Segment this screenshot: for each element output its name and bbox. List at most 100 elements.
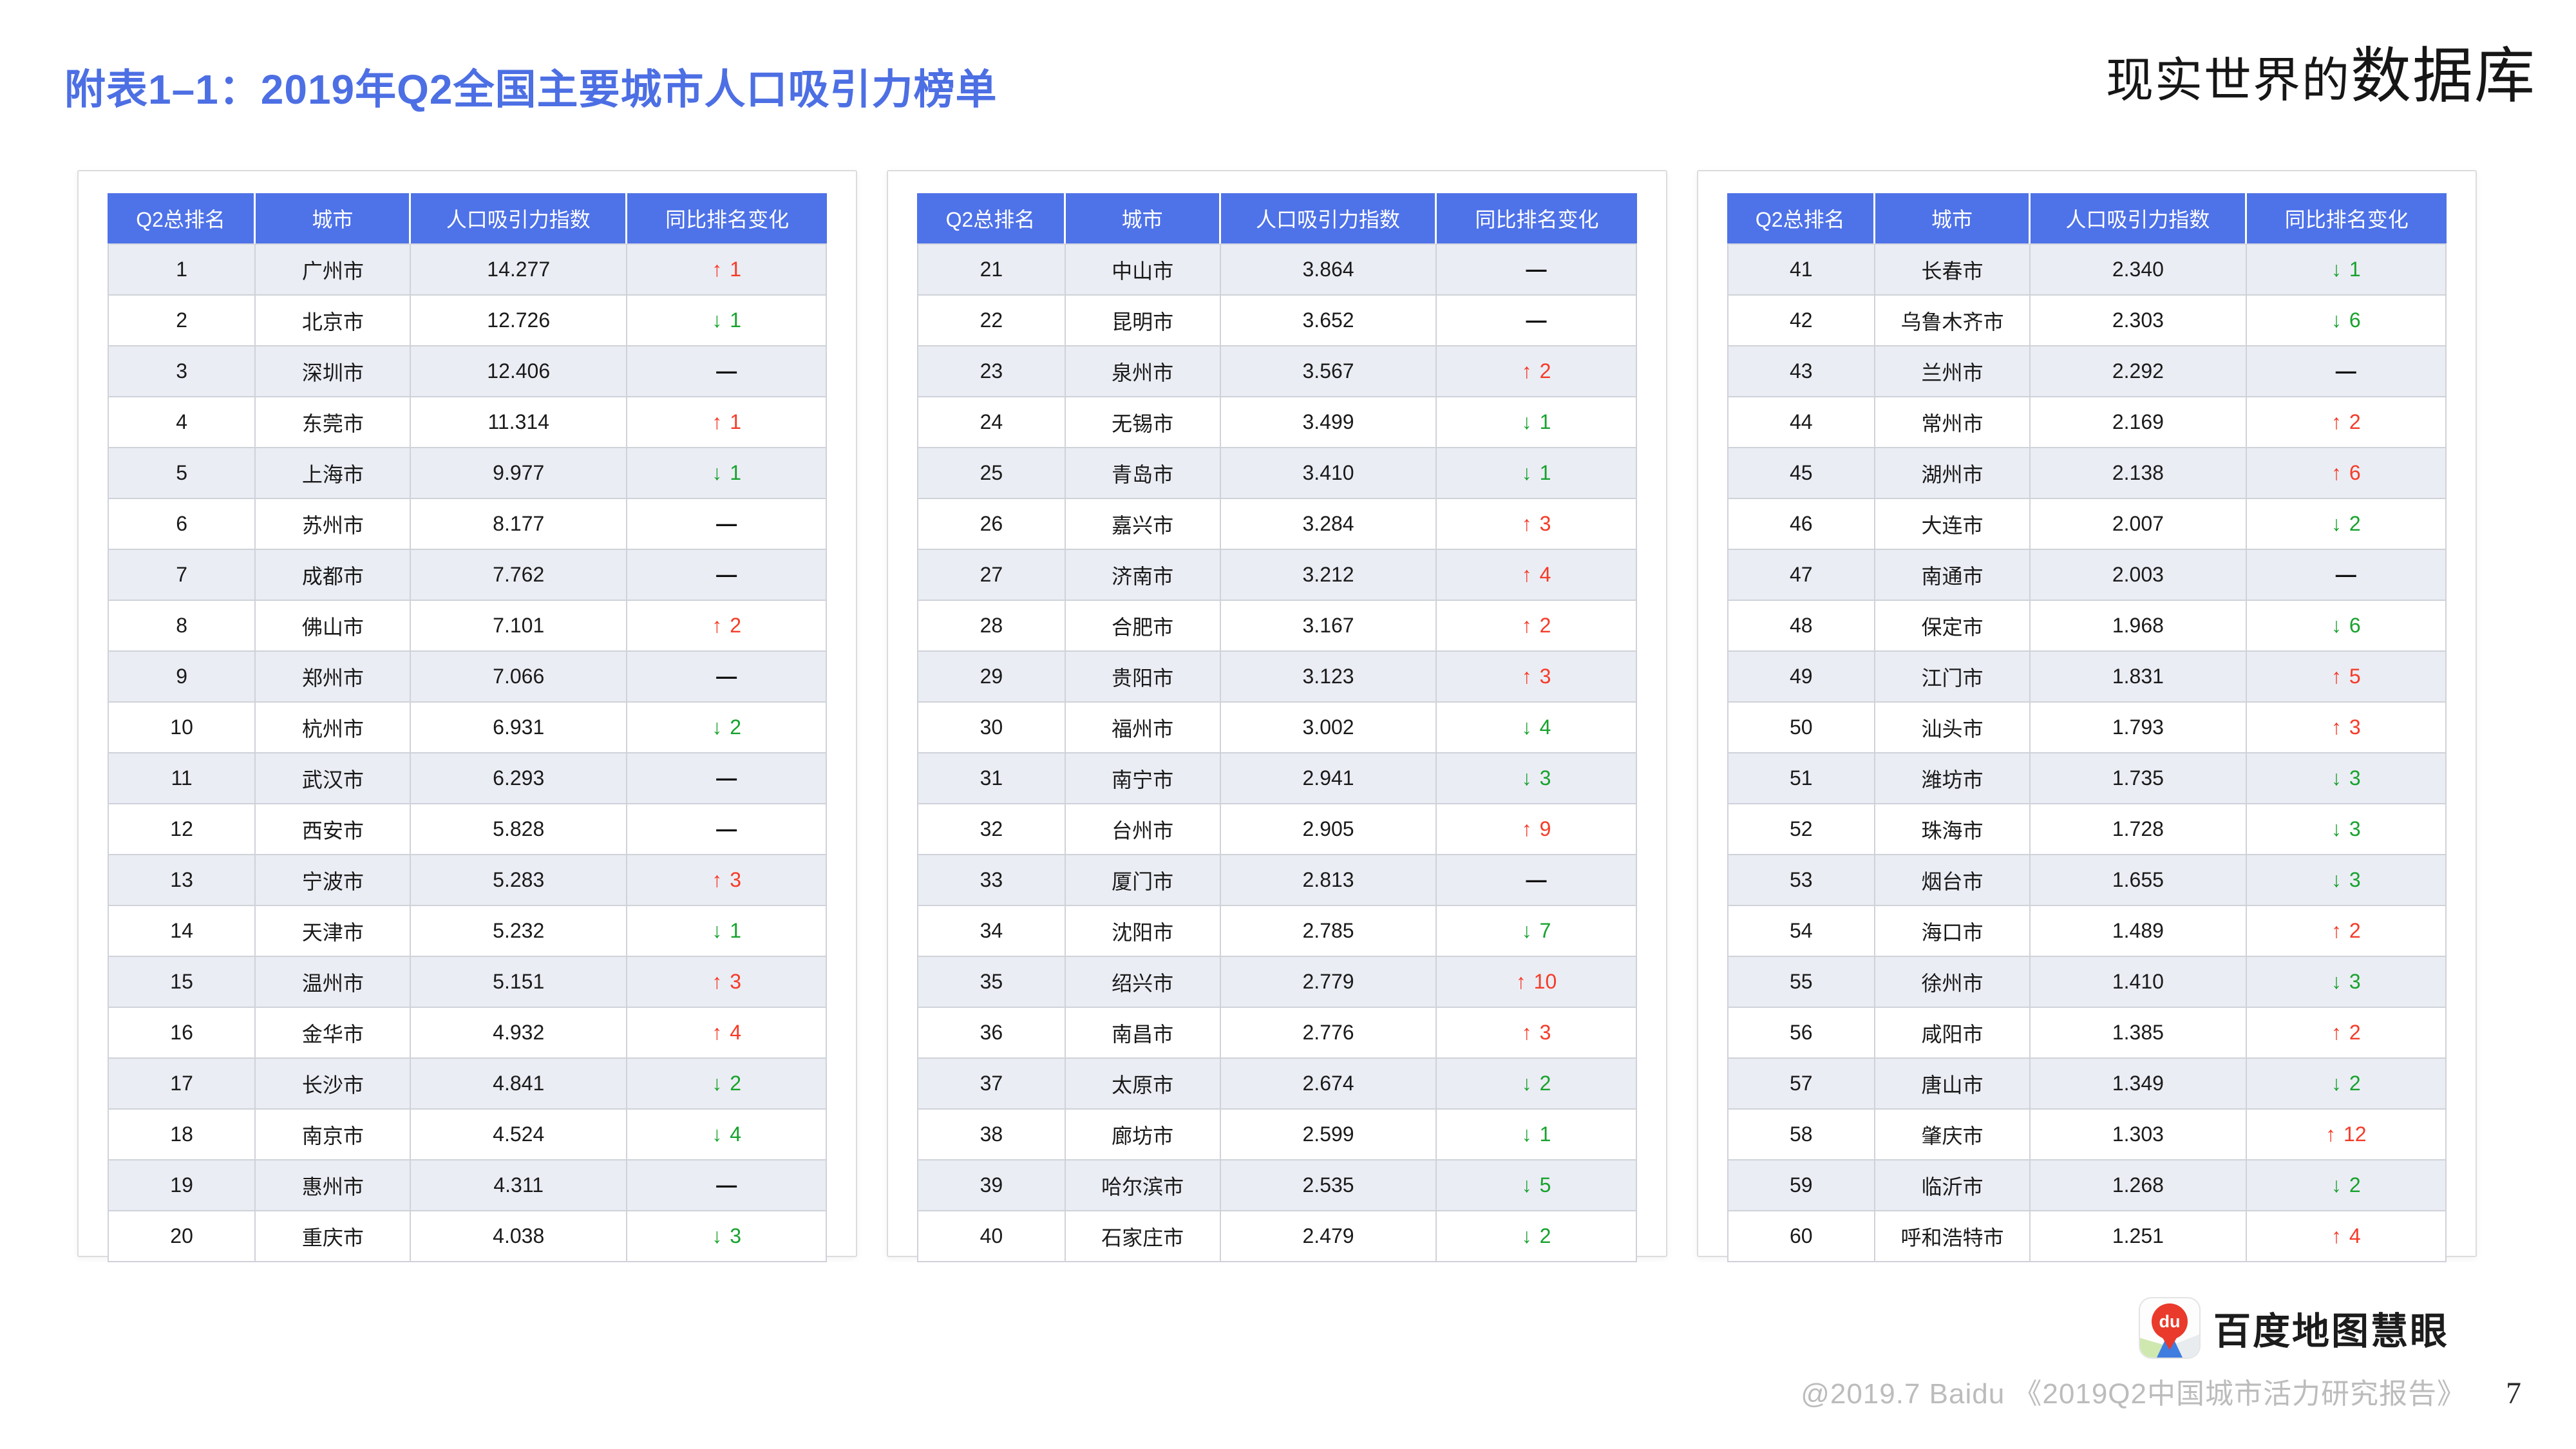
change-value: 2 xyxy=(1539,1072,1551,1095)
change-cell: ↑ 2 xyxy=(2246,906,2447,957)
table-row: 35 绍兴市 2.779 ↑ 10 xyxy=(917,957,1637,1008)
table-row: 36 南昌市 2.776 ↑ 3 xyxy=(917,1008,1637,1059)
change-cell: — xyxy=(627,804,828,855)
watermark-text-large: 数据库 xyxy=(2350,42,2536,109)
rank-cell: 46 xyxy=(1727,499,1875,550)
change-value: 4 xyxy=(1539,715,1551,739)
city-cell: 杭州市 xyxy=(256,703,412,753)
down-arrow-icon: ↓ xyxy=(1521,919,1532,942)
city-cell: 徐州市 xyxy=(1875,957,2031,1008)
rank-cell: 19 xyxy=(108,1160,256,1211)
city-cell: 乌鲁木齐市 xyxy=(1875,296,2031,346)
up-arrow-icon: ↑ xyxy=(1515,970,1526,993)
change-cell: — xyxy=(2246,346,2447,397)
rank-cell: 59 xyxy=(1727,1160,1875,1211)
rank-cell: 2 xyxy=(108,296,256,346)
index-cell: 2.779 xyxy=(1220,957,1437,1008)
change-value: 4 xyxy=(730,1021,742,1044)
city-cell: 温州市 xyxy=(256,957,412,1008)
table-row: 53 烟台市 1.655 ↓ 3 xyxy=(1727,855,2447,906)
index-cell: 5.828 xyxy=(411,804,627,855)
rank-cell: 54 xyxy=(1727,906,1875,957)
change-cell: — xyxy=(1437,243,1637,296)
rank-cell: 3 xyxy=(108,346,256,397)
change-cell: ↓ 6 xyxy=(2246,296,2447,346)
up-arrow-icon: ↑ xyxy=(712,258,723,281)
table-row: 17 长沙市 4.841 ↓ 2 xyxy=(108,1059,828,1110)
header-row: Q2总排名 城市 人口吸引力指数 同比排名变化 xyxy=(1727,193,2447,243)
rank-cell: 50 xyxy=(1727,703,1875,753)
rank-cell: 28 xyxy=(917,601,1066,652)
pin-label: du xyxy=(2159,1311,2181,1331)
down-arrow-icon: ↓ xyxy=(1521,410,1532,433)
table-row: 2 北京市 12.726 ↓ 1 xyxy=(108,296,828,346)
rank-cell: 48 xyxy=(1727,601,1875,652)
city-cell: 深圳市 xyxy=(256,346,412,397)
index-cell: 1.251 xyxy=(2031,1211,2247,1262)
rank-cell: 32 xyxy=(917,804,1066,855)
change-value: 12 xyxy=(2344,1122,2367,1146)
index-cell: 1.735 xyxy=(2031,753,2247,804)
index-cell: 1.655 xyxy=(2031,855,2247,906)
rank-cell: 23 xyxy=(917,346,1066,397)
rank-cell: 26 xyxy=(917,499,1066,550)
up-arrow-icon: ↑ xyxy=(2331,919,2342,942)
change-cell: ↓ 2 xyxy=(1437,1211,1637,1262)
index-cell: 2.813 xyxy=(1220,855,1437,906)
city-cell: 长春市 xyxy=(1875,243,2031,296)
table-row: 41 长春市 2.340 ↓ 1 xyxy=(1727,243,2447,296)
no-change-dash: — xyxy=(2335,563,2356,586)
city-cell: 无锡市 xyxy=(1065,397,1221,448)
down-arrow-icon: ↓ xyxy=(2331,1072,2342,1095)
index-cell: 1.385 xyxy=(2031,1008,2247,1059)
rank-cell: 5 xyxy=(108,448,256,499)
down-arrow-icon: ↓ xyxy=(2331,766,2342,790)
index-cell: 3.167 xyxy=(1220,601,1437,652)
change-cell: ↓ 2 xyxy=(2246,1059,2447,1110)
index-cell: 4.038 xyxy=(411,1211,627,1262)
city-cell: 重庆市 xyxy=(256,1211,412,1262)
table-row: 11 武汉市 6.293 — xyxy=(108,753,828,804)
rank-cell: 7 xyxy=(108,550,256,601)
baidu-brand: du 百度地图慧眼 xyxy=(1801,1297,2449,1359)
column-header: 城市 xyxy=(1875,193,2031,243)
table-row: 49 江门市 1.831 ↑ 5 xyxy=(1727,652,2447,703)
change-cell: ↓ 1 xyxy=(627,296,828,346)
index-cell: 11.314 xyxy=(411,397,627,448)
down-arrow-icon: ↓ xyxy=(1521,1224,1532,1247)
change-value: 2 xyxy=(2349,1173,2361,1197)
up-arrow-icon: ↑ xyxy=(712,410,723,433)
rank-cell: 55 xyxy=(1727,957,1875,1008)
table-row: 10 杭州市 6.931 ↓ 2 xyxy=(108,703,828,753)
rank-cell: 9 xyxy=(108,652,256,703)
column-header: 人口吸引力指数 xyxy=(1220,193,1437,243)
down-arrow-icon: ↓ xyxy=(2331,512,2342,535)
city-cell: 西安市 xyxy=(256,804,412,855)
table-row: 54 海口市 1.489 ↑ 2 xyxy=(1727,906,2447,957)
table-row: 47 南通市 2.003 — xyxy=(1727,550,2447,601)
change-cell: ↓ 3 xyxy=(627,1211,828,1262)
index-cell: 3.123 xyxy=(1220,652,1437,703)
table-row: 60 呼和浩特市 1.251 ↑ 4 xyxy=(1727,1211,2447,1262)
city-cell: 唐山市 xyxy=(1875,1059,2031,1110)
table-row: 29 贵阳市 3.123 ↑ 3 xyxy=(917,652,1637,703)
table-row: 43 兰州市 2.292 — xyxy=(1727,346,2447,397)
down-arrow-icon: ↓ xyxy=(712,715,723,739)
column-header: Q2总排名 xyxy=(917,193,1066,243)
city-cell: 天津市 xyxy=(256,906,412,957)
index-cell: 1.793 xyxy=(2031,703,2247,753)
change-cell: — xyxy=(627,346,828,397)
index-cell: 2.138 xyxy=(2031,448,2247,499)
change-value: 1 xyxy=(730,258,742,281)
rank-cell: 39 xyxy=(917,1160,1066,1211)
table-row: 32 台州市 2.905 ↑ 9 xyxy=(917,804,1637,855)
change-value: 5 xyxy=(1539,1173,1551,1197)
table-row: 39 哈尔滨市 2.535 ↓ 5 xyxy=(917,1160,1637,1211)
index-cell: 1.303 xyxy=(2031,1110,2247,1160)
change-value: 10 xyxy=(1533,970,1557,993)
table-row: 20 重庆市 4.038 ↓ 3 xyxy=(108,1211,828,1262)
down-arrow-icon: ↓ xyxy=(712,919,723,942)
down-arrow-icon: ↓ xyxy=(1521,1072,1532,1095)
change-value: 3 xyxy=(2349,817,2361,840)
change-cell: ↓ 1 xyxy=(1437,397,1637,448)
